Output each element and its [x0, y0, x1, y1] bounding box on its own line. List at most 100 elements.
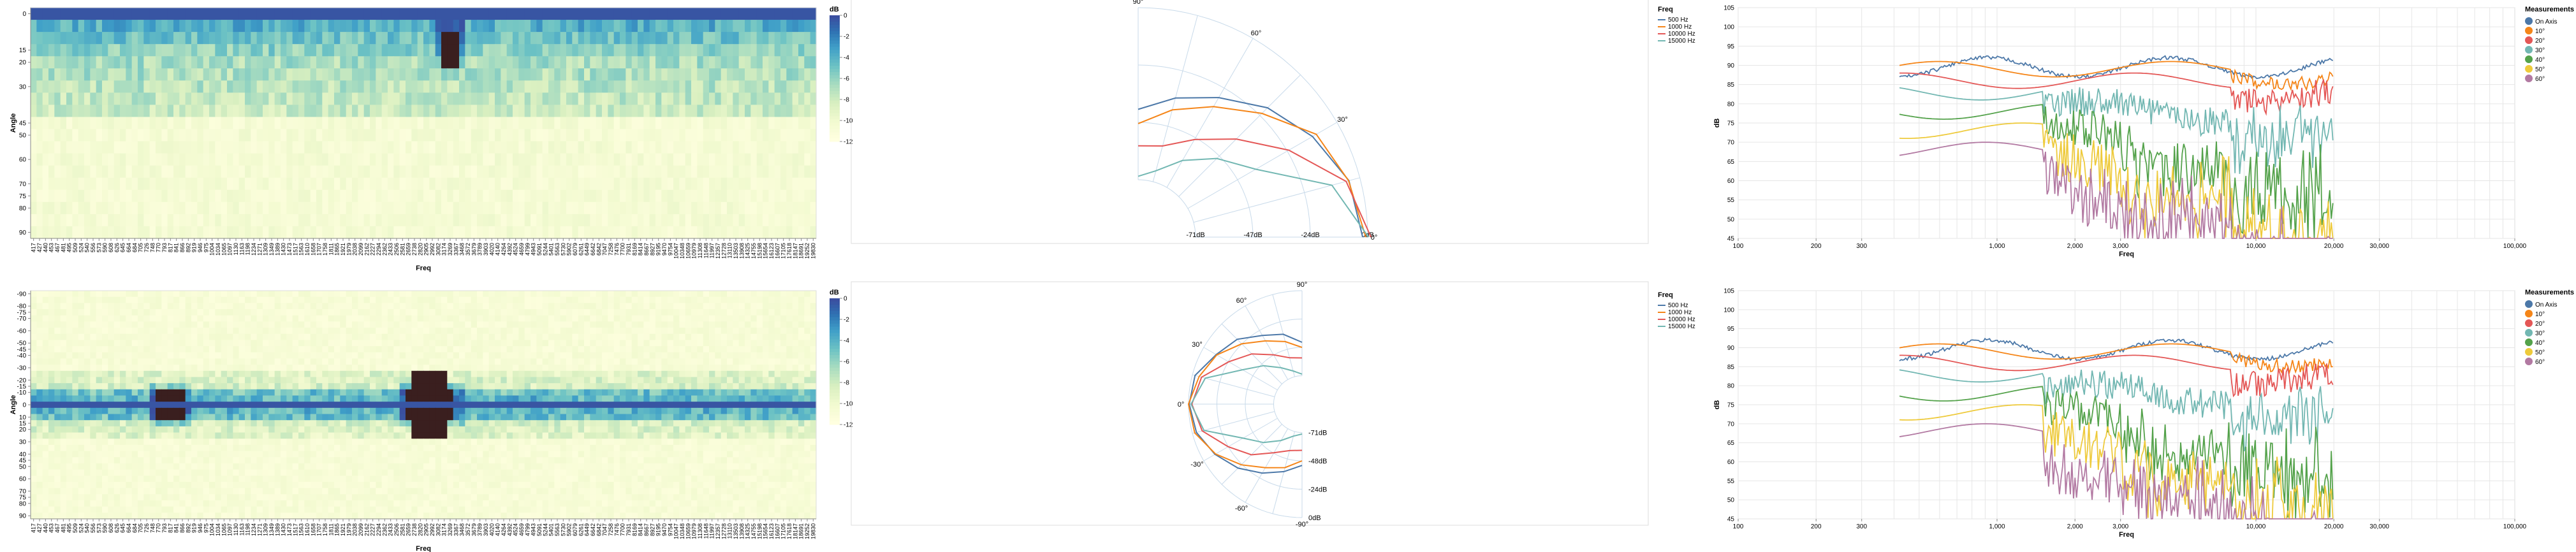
- heatmap-cell: [453, 201, 460, 215]
- heatmap-cell: [185, 296, 192, 303]
- heatmap-cell: [691, 370, 698, 378]
- heatmap-cell: [679, 44, 686, 57]
- legend-gradient-band: [830, 91, 840, 95]
- heatmap-cell: [792, 370, 799, 378]
- heatmap-cell: [149, 8, 156, 20]
- heatmap-cell: [388, 8, 394, 20]
- heatmap-cell: [393, 309, 400, 316]
- heatmap-cell: [483, 44, 490, 57]
- heatmap-cell: [399, 92, 406, 106]
- heatmap-cell: [459, 92, 465, 106]
- heatmap-cell: [459, 370, 465, 378]
- heatmap-cell: [596, 365, 603, 372]
- heatmap-cell: [84, 20, 91, 33]
- heatmap-cell: [441, 44, 448, 57]
- heatmap-cell: [745, 309, 751, 316]
- heatmap-cell: [727, 340, 733, 347]
- heatmap-cell: [322, 383, 329, 390]
- heatmap-cell: [268, 365, 275, 372]
- heatmap-cell: [578, 105, 585, 118]
- heatmap-cell: [471, 189, 478, 203]
- heatmap-cell: [60, 296, 67, 303]
- heatmap-cell: [763, 370, 769, 378]
- heatmap-cell: [548, 226, 555, 239]
- heatmap-cell: [721, 177, 728, 191]
- heatmap-cell: [251, 201, 258, 215]
- heatmap-cell: [215, 8, 222, 20]
- heatmap-cell: [60, 315, 67, 322]
- heatmap-cell: [465, 80, 472, 93]
- heatmap-cell: [513, 201, 519, 215]
- heatmap-cell: [363, 80, 370, 93]
- heatmap-cell: [506, 309, 513, 316]
- heatmap-cell: [554, 383, 561, 390]
- heatmap-cell: [631, 129, 638, 142]
- heatmap-cell: [471, 117, 478, 130]
- heatmap-cell: [173, 68, 180, 81]
- heatmap-cell: [554, 370, 561, 378]
- heatmap-cell: [42, 8, 49, 20]
- heatmap-cell: [393, 340, 400, 347]
- heatmap-cell: [584, 68, 590, 81]
- x-tick-label: 608: [108, 243, 114, 252]
- heatmap-cell: [715, 309, 722, 316]
- heatmap-cell: [471, 201, 478, 215]
- heatmap-cell: [774, 328, 781, 335]
- legend-gradient-band: [830, 75, 840, 79]
- heatmap-cell: [459, 20, 465, 33]
- heatmap-cell: [334, 105, 340, 118]
- heatmap-cell: [548, 352, 555, 360]
- legend-gradient-band: [830, 24, 840, 29]
- heatmap-cell: [768, 165, 775, 178]
- heatmap-cell: [191, 303, 198, 310]
- heatmap-cell: [161, 177, 168, 191]
- heatmap-cell: [227, 129, 233, 142]
- heatmap-cell: [274, 383, 281, 390]
- heatmap-cell: [411, 303, 418, 310]
- heatmap-cell: [167, 296, 174, 303]
- heatmap-cell: [768, 321, 775, 328]
- heatmap-cell: [358, 92, 365, 106]
- heatmap-cell: [584, 340, 590, 347]
- x-tick-label: 1707: [316, 243, 323, 256]
- heatmap-cell: [488, 92, 495, 106]
- x-tick-label: 1430: [281, 243, 287, 256]
- heatmap-cell: [113, 105, 121, 118]
- x-tick-label: 12728: [721, 243, 727, 259]
- heatmap-cell: [227, 165, 233, 178]
- heatmap-cell: [667, 321, 674, 328]
- heatmap-cell: [738, 358, 745, 365]
- heatmap-cell: [626, 321, 633, 328]
- heatmap-cell: [738, 346, 745, 353]
- legend-gradient-band: [830, 94, 840, 98]
- heatmap-cell: [542, 189, 549, 203]
- heatmap-cell: [649, 383, 656, 390]
- heatmap-cell: [233, 328, 240, 335]
- heatmap-cell: [406, 365, 412, 372]
- heatmap-cell: [756, 309, 763, 316]
- heatmap-cell: [536, 92, 543, 106]
- heatmap-cell: [602, 333, 608, 341]
- heatmap-cell: [108, 44, 115, 57]
- heatmap-cell: [531, 56, 537, 69]
- heatmap-cell: [245, 309, 251, 316]
- heatmap-cell: [531, 92, 537, 106]
- heatmap-cell: [96, 358, 103, 365]
- heatmap-cell: [48, 141, 55, 154]
- heatmap-cell: [48, 226, 55, 239]
- heatmap-cell: [78, 377, 85, 384]
- heatmap-cell: [108, 141, 115, 154]
- heatmap-cell: [733, 370, 740, 378]
- heatmap-cell: [613, 377, 620, 384]
- heatmap-cell: [679, 80, 686, 93]
- heatmap-cell: [685, 20, 692, 33]
- heatmap-cell: [108, 370, 115, 378]
- heatmap-cell: [340, 346, 347, 353]
- heatmap-cell: [631, 117, 638, 130]
- heatmap-cell: [84, 303, 91, 310]
- heatmap-cell: [274, 340, 281, 347]
- heatmap-cell: [66, 129, 73, 142]
- heatmap-cell: [233, 165, 240, 178]
- heatmap-cell: [715, 328, 722, 335]
- heatmap-cell: [36, 177, 43, 191]
